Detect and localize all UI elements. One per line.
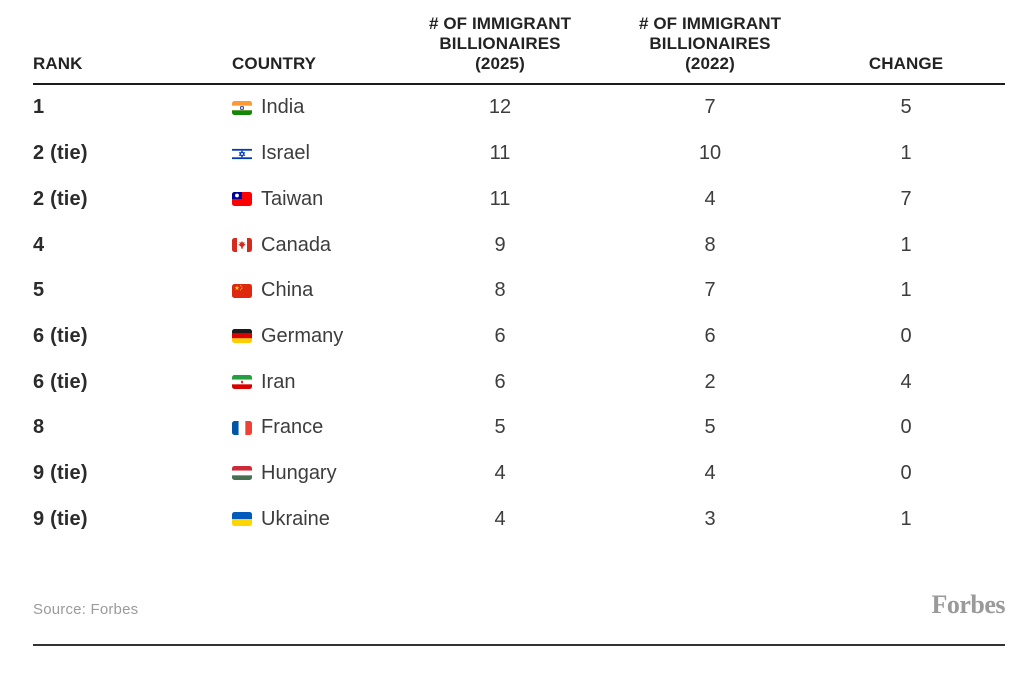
column-header-change: CHANGE: [868, 54, 944, 74]
canada-flag-icon: [232, 238, 252, 253]
rank-cell: 9 (tie): [33, 507, 88, 530]
billionaires-2022-cell: 3: [704, 507, 716, 530]
rank-cell: 6 (tie): [33, 324, 88, 347]
germany-flag-icon: [232, 329, 252, 344]
footer: Source: Forbes Forbes: [33, 590, 1005, 620]
country-name: Ukraine: [261, 507, 330, 530]
rank-cell: 9 (tie): [33, 461, 88, 484]
billionaires-2022-cell: 8: [704, 233, 716, 256]
billionaires-2025-cell: 12: [488, 96, 512, 119]
table-row: 9 (tie) Ukraine 4 3 1: [33, 496, 1005, 542]
billionaires-2025-cell: 6: [494, 324, 506, 347]
country-cell: Germany: [232, 325, 415, 348]
change-cell: 1: [900, 279, 912, 302]
country-name: Germany: [261, 324, 344, 347]
change-cell: 1: [900, 507, 912, 530]
country-cell: Iran: [232, 371, 415, 394]
column-header-2022: # OF IMMIGRANT BILLIONAIRES (2022): [638, 14, 782, 74]
table-row: 2 (tie) Taiwan 11 4 7: [33, 177, 1005, 223]
country-cell: China: [232, 279, 415, 302]
rank-cell: 5: [33, 279, 45, 302]
billionaires-2022-cell: 6: [704, 324, 716, 347]
table-header-row: RANK COUNTRY # OF IMMIGRANT BILLIONAIRES…: [33, 14, 1005, 86]
ukraine-flag-icon: [232, 512, 252, 527]
bottom-divider: [33, 644, 1005, 647]
table-row: 1 India 12 7 5: [33, 85, 1005, 131]
country-cell: Canada: [232, 234, 415, 257]
forbes-logo: Forbes: [931, 590, 1005, 620]
france-flag-icon: [232, 420, 252, 435]
israel-flag-icon: [232, 146, 252, 161]
billionaires-2025-cell: 4: [494, 461, 506, 484]
country-name: Canada: [261, 233, 332, 256]
country-name: Israel: [261, 142, 310, 165]
source-credit: Source: Forbes: [33, 601, 139, 619]
billionaires-2022-cell: 10: [698, 142, 722, 165]
country-name: Hungary: [261, 461, 337, 484]
billionaires-2025-cell: 8: [494, 279, 506, 302]
table-row: 4 Canada 9 8 1: [33, 222, 1005, 268]
table-row: 2 (tie) Israel 11 10 1: [33, 131, 1005, 177]
billionaires-2022-cell: 4: [704, 461, 716, 484]
billionaires-2022-cell: 2: [704, 370, 716, 393]
column-header-rank: RANK: [33, 54, 83, 74]
change-cell: 5: [900, 96, 912, 119]
country-cell: Ukraine: [232, 508, 415, 531]
billionaires-2022-cell: 5: [704, 416, 716, 439]
table-row: 5 China 8 7 1: [33, 268, 1005, 314]
iran-flag-icon: [232, 375, 252, 390]
billionaires-2025-cell: 9: [494, 233, 506, 256]
column-header-country: COUNTRY: [232, 54, 317, 74]
table-row: 6 (tie) Germany 6 6 0: [33, 314, 1005, 360]
country-name: France: [261, 416, 324, 439]
rank-cell: 1: [33, 96, 45, 119]
hungary-flag-icon: [232, 466, 252, 481]
change-cell: 0: [900, 461, 912, 484]
rank-cell: 2 (tie): [33, 187, 88, 210]
billionaires-2022-cell: 7: [704, 96, 716, 119]
change-cell: 1: [900, 142, 912, 165]
rank-cell: 2 (tie): [33, 142, 88, 165]
change-cell: 0: [900, 416, 912, 439]
billionaires-2022-cell: 7: [704, 279, 716, 302]
change-cell: 7: [900, 187, 912, 210]
table-row: 9 (tie) Hungary 4 4 0: [33, 451, 1005, 497]
country-cell: Israel: [232, 142, 415, 165]
table-row: 8 France 5 5 0: [33, 405, 1005, 451]
billionaires-2025-cell: 6: [494, 370, 506, 393]
immigrant-billionaires-table: RANK COUNTRY # OF IMMIGRANT BILLIONAIRES…: [33, 0, 1005, 647]
taiwan-flag-icon: [232, 192, 252, 207]
country-name: Taiwan: [261, 187, 324, 210]
billionaires-2025-cell: 5: [494, 416, 506, 439]
billionaires-2025-cell: 11: [489, 187, 511, 210]
india-flag-icon: [232, 100, 252, 115]
country-name: China: [261, 279, 314, 302]
table-row: 6 (tie) Iran 6 2 4: [33, 359, 1005, 405]
rank-cell: 8: [33, 416, 45, 439]
country-name: India: [261, 96, 305, 119]
billionaires-2025-cell: 4: [494, 507, 506, 530]
change-cell: 0: [900, 324, 912, 347]
country-cell: Hungary: [232, 462, 415, 485]
rank-cell: 6 (tie): [33, 370, 88, 393]
change-cell: 4: [900, 370, 912, 393]
rank-cell: 4: [33, 233, 45, 256]
change-cell: 1: [900, 233, 912, 256]
billionaires-2022-cell: 4: [704, 187, 716, 210]
country-name: Iran: [261, 370, 296, 393]
country-cell: India: [232, 96, 415, 119]
table-body: 1 India 12 7 5 2 (tie) Israel 11 10 1 2 …: [33, 85, 1005, 542]
country-cell: Taiwan: [232, 188, 415, 211]
china-flag-icon: [232, 283, 252, 298]
billionaires-2025-cell: 11: [489, 142, 511, 165]
column-header-2025: # OF IMMIGRANT BILLIONAIRES (2025): [428, 14, 572, 74]
country-cell: France: [232, 416, 415, 439]
